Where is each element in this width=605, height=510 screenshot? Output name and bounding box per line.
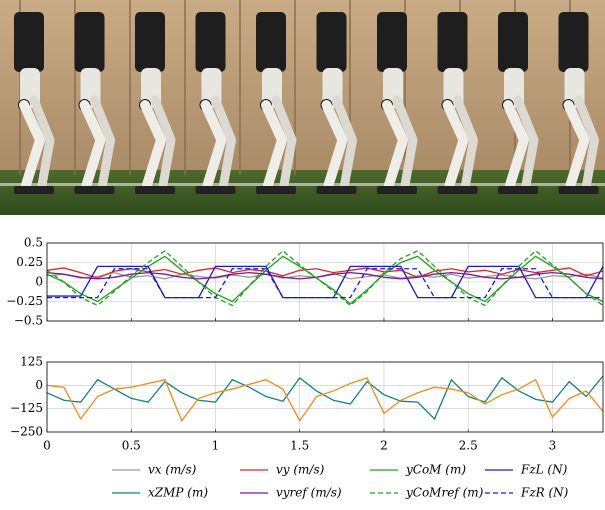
robot-leg — [392, 95, 418, 190]
robot-leg — [150, 95, 176, 190]
field-line — [0, 183, 605, 186]
robot-leg — [261, 100, 288, 190]
series-line — [46, 267, 604, 279]
y-tick-label: 0.5 — [24, 236, 43, 250]
legend: vx (m/s) vy (m/s) yCoM (m) FzL (N) xZMP (m) v… — [112, 463, 569, 500]
robot-foot — [195, 186, 236, 194]
robot-leg — [90, 95, 116, 190]
x-tick-label: 1 — [212, 439, 220, 453]
robot-leg — [503, 100, 530, 190]
y-tick-label: 0 — [35, 275, 43, 289]
x-tick-label: 3 — [549, 439, 557, 453]
series-line — [46, 375, 604, 421]
robot-torso — [316, 12, 347, 72]
robot-torso — [558, 12, 589, 72]
y-tick-label: −250 — [10, 425, 43, 439]
robot-foot — [377, 186, 417, 194]
legend-label: FzL (N) — [520, 463, 568, 477]
x-tick-label: 0.5 — [122, 439, 141, 453]
y-tick-label: −0.5 — [14, 314, 43, 328]
x-tick-label: 2 — [380, 439, 388, 453]
legend-label: FzR (N) — [520, 486, 569, 500]
robot-torso — [195, 12, 226, 72]
legend-label: vx (m/s) — [148, 463, 197, 477]
robot-foot — [437, 186, 478, 194]
robot-leg — [442, 100, 469, 190]
robot-torso — [74, 12, 105, 72]
y-tick-label: 0.25 — [16, 255, 43, 269]
robot-leg — [332, 95, 358, 190]
robot-leg — [574, 95, 600, 190]
robot-foot — [498, 186, 538, 194]
y-tick-label: −125 — [10, 401, 43, 415]
plot-frame — [46, 361, 604, 433]
robot-leg — [19, 100, 46, 190]
robot-torso — [256, 12, 286, 72]
robot-leg — [29, 95, 55, 190]
series-line — [46, 255, 604, 305]
robot-foot — [256, 186, 296, 194]
robot-torso — [437, 12, 468, 72]
robot-foot — [558, 186, 599, 194]
legend-label: vyref (m/s) — [276, 486, 342, 500]
y-tick-label: −0.25 — [6, 294, 43, 308]
robot-torso — [135, 12, 165, 72]
robot-torso — [377, 12, 407, 72]
series-line — [46, 271, 604, 280]
plot-frame — [46, 242, 604, 322]
robot-foot — [14, 186, 54, 194]
robot-torso — [498, 12, 528, 72]
robot-foot — [316, 186, 357, 194]
robot-leg — [453, 95, 479, 190]
x-tick-label: 0 — [43, 439, 51, 453]
legend-label: vy (m/s) — [276, 463, 325, 477]
robot-leg — [513, 95, 539, 190]
robot-leg — [211, 95, 237, 190]
series-line — [46, 377, 604, 423]
y-tick-label: 0 — [35, 378, 43, 392]
x-tick-label: 2.5 — [459, 439, 478, 453]
robot-leg — [321, 100, 348, 190]
y-tick-label: 125 — [20, 355, 43, 369]
legend-label: yCoMref (m) — [405, 486, 484, 500]
robot-leg — [382, 100, 409, 190]
robot-foot — [74, 186, 115, 194]
robot-leg — [140, 100, 167, 190]
robot-foot — [135, 186, 175, 194]
robot-leg — [271, 95, 297, 190]
robot-leg — [79, 100, 106, 190]
legend-label: yCoM (m) — [405, 463, 466, 477]
series-line — [47, 268, 603, 299]
robot-leg — [563, 100, 590, 190]
x-tick-label: 1.5 — [290, 439, 309, 453]
legend-label: xZMP (m) — [148, 486, 208, 500]
robot-torso — [14, 12, 44, 72]
robot-leg — [200, 100, 227, 190]
series-line — [46, 249, 604, 307]
robot-photo — [0, 0, 605, 215]
